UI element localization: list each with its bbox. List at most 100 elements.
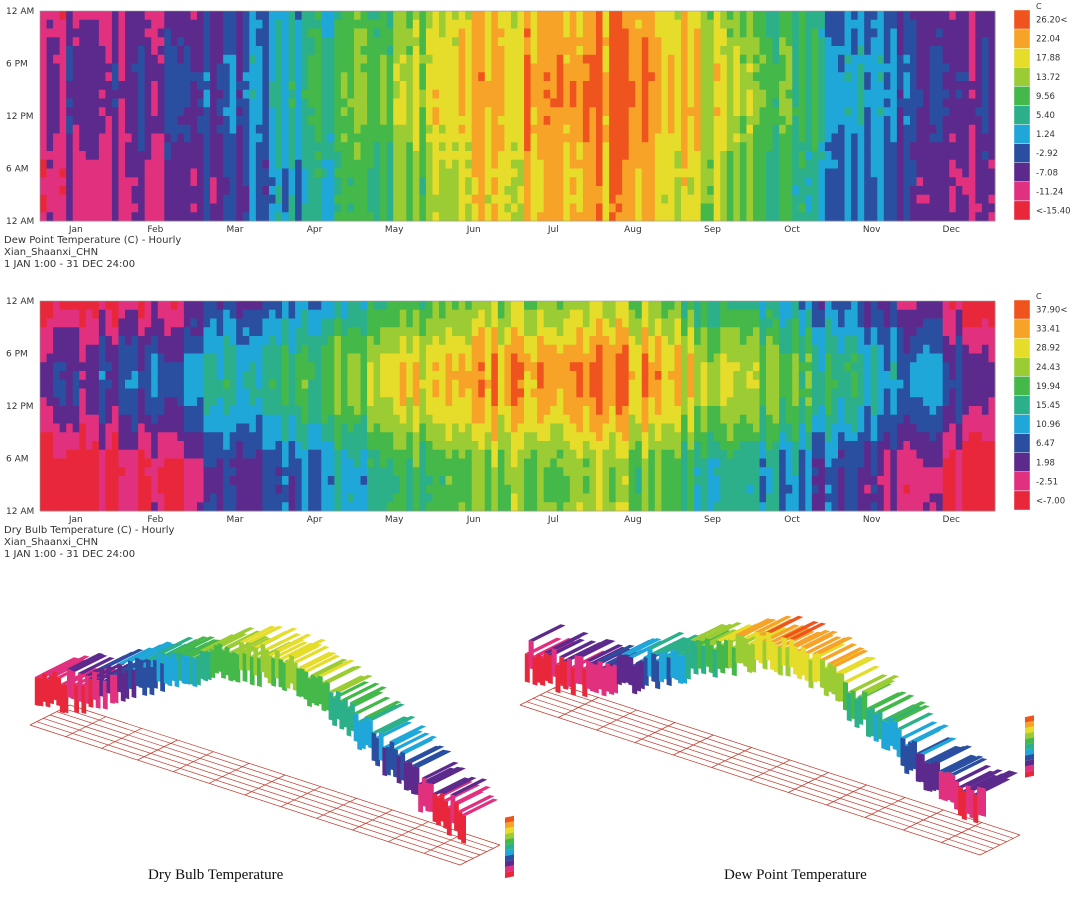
heat-cell [268, 133, 276, 143]
heat-cell [340, 502, 348, 512]
heat-cell [955, 63, 963, 73]
heat-cell [308, 476, 316, 486]
heat-cell [975, 19, 983, 29]
heat-cell [373, 28, 381, 38]
heat-cell [360, 362, 368, 372]
heat-cell [609, 159, 617, 169]
heat-cell [275, 414, 283, 424]
heat-cell [59, 406, 67, 416]
heat-cell [334, 142, 342, 152]
heat-cell [210, 81, 218, 91]
heat-cell [223, 212, 231, 222]
heat-cell [609, 116, 617, 126]
heat-cell [903, 133, 911, 143]
heat-cell [177, 432, 185, 442]
heat-cell [654, 124, 662, 134]
heat-cell [635, 186, 643, 196]
heat-cell [569, 133, 577, 143]
heat-cell [380, 344, 388, 354]
heat-cell [838, 133, 845, 143]
heat-cell [360, 406, 368, 416]
heat-cell [399, 493, 407, 503]
heat-cell [386, 159, 394, 169]
heat-cell [210, 423, 218, 433]
heat-cell [183, 414, 191, 424]
heat-cell [903, 46, 911, 56]
heat-cell [779, 81, 787, 91]
heat-cell [308, 54, 316, 64]
heat-cell [923, 151, 930, 161]
heat-cell [66, 476, 74, 486]
heat-cell [635, 98, 643, 108]
heat-cell [484, 46, 492, 56]
heat-cell [314, 353, 322, 363]
heat-cell [170, 124, 178, 134]
heat-cell [916, 159, 924, 169]
heat-cell [419, 318, 427, 328]
heat-cell [844, 98, 852, 108]
heat-cell [216, 362, 224, 372]
heat-cell [157, 72, 165, 82]
heat-cell [229, 318, 237, 328]
heat-cell [949, 98, 957, 108]
heat-cell [504, 151, 512, 161]
heat-cell [46, 467, 54, 477]
heat-cell [798, 186, 806, 196]
heat-cell [864, 124, 872, 134]
heat-cell [347, 344, 355, 354]
heat-cell [242, 432, 250, 442]
heat-cell [720, 72, 728, 82]
heat-cell [713, 28, 721, 38]
heat-cell [779, 19, 787, 29]
heat-cell [831, 19, 839, 29]
heat-cell [262, 371, 270, 381]
heat-cell [628, 72, 636, 82]
heat-cell [170, 151, 178, 161]
heat-cell [183, 28, 191, 38]
heat-cell [393, 142, 401, 152]
legend-label: <-15.40 [1036, 206, 1071, 216]
heat-cell [125, 484, 132, 494]
heat-cell [471, 186, 479, 196]
heat-cell [255, 37, 263, 47]
heat-cell [615, 186, 623, 196]
heat-cell [118, 19, 126, 29]
heat-cell [40, 397, 47, 407]
heat-cell [752, 11, 760, 21]
heat-cell [667, 168, 675, 178]
heat-cell [321, 142, 329, 152]
heat-cell [648, 203, 656, 213]
heat-cell [196, 194, 204, 204]
heat-cell [242, 502, 250, 512]
heat-cell [177, 353, 185, 363]
heat-cell [275, 98, 283, 108]
heat-cell [824, 203, 832, 213]
heat-cell [543, 107, 551, 117]
heat-cell [236, 467, 244, 477]
heat-cell [46, 124, 54, 134]
heat-cell [203, 19, 211, 29]
heat-cell [857, 186, 865, 196]
heat-cell [484, 194, 492, 204]
heat-cell [380, 116, 388, 126]
heat-cell [347, 142, 355, 152]
heat-cell [838, 37, 845, 47]
heat-cell [66, 441, 74, 451]
heat-cell [347, 362, 355, 372]
heat-cell [301, 397, 309, 407]
heat-cell [125, 318, 132, 328]
heat-cell [288, 194, 296, 204]
heat-cell [314, 344, 322, 354]
heat-cell [282, 371, 289, 381]
heat-cell [733, 133, 741, 143]
heat-cell [236, 37, 244, 47]
heat-cell [393, 476, 401, 486]
heat-cell [275, 344, 283, 354]
heat-cell [72, 423, 80, 433]
heat-cell [111, 458, 119, 468]
heat-cell [125, 379, 132, 389]
heat-cell [890, 46, 898, 56]
heat-cell [242, 194, 250, 204]
heat-cell [275, 89, 283, 99]
heat-cell [98, 449, 106, 459]
